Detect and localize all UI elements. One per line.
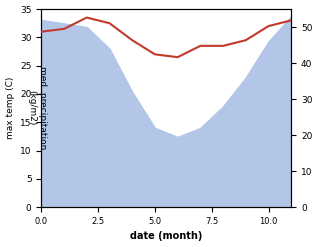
Y-axis label: max temp (C): max temp (C) [5, 77, 15, 139]
Y-axis label: med. precipitation
(kg/m2): med. precipitation (kg/m2) [27, 66, 47, 150]
X-axis label: date (month): date (month) [130, 231, 203, 242]
